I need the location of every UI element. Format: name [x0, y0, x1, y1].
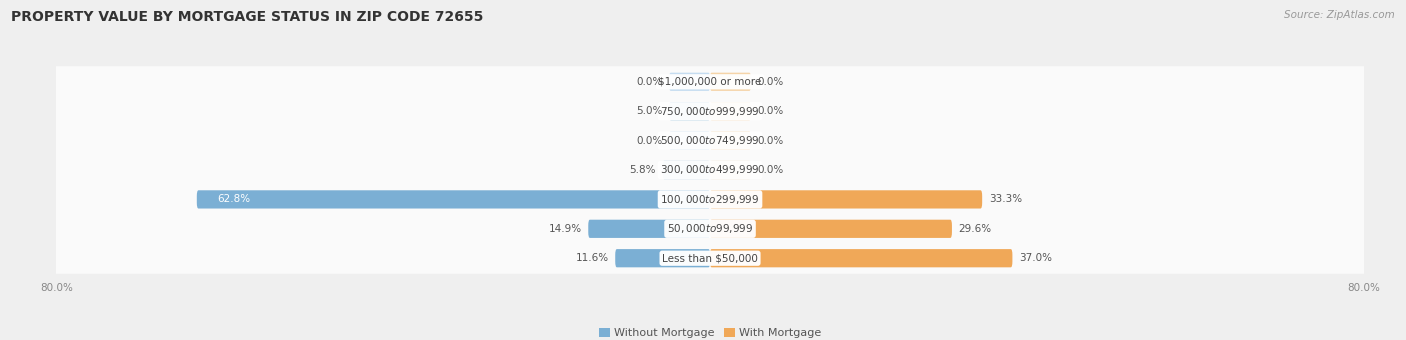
Text: 62.8%: 62.8%	[218, 194, 250, 204]
FancyBboxPatch shape	[52, 96, 1368, 127]
FancyBboxPatch shape	[669, 132, 710, 150]
FancyBboxPatch shape	[588, 220, 710, 238]
Text: 5.0%: 5.0%	[637, 106, 662, 116]
Text: $500,000 to $749,999: $500,000 to $749,999	[661, 134, 759, 147]
FancyBboxPatch shape	[710, 190, 983, 208]
Text: 33.3%: 33.3%	[988, 194, 1022, 204]
FancyBboxPatch shape	[197, 190, 710, 208]
Text: 11.6%: 11.6%	[575, 253, 609, 263]
Text: 37.0%: 37.0%	[1019, 253, 1052, 263]
FancyBboxPatch shape	[710, 220, 952, 238]
FancyBboxPatch shape	[710, 249, 1012, 267]
FancyBboxPatch shape	[616, 249, 710, 267]
Text: $750,000 to $999,999: $750,000 to $999,999	[661, 105, 759, 118]
FancyBboxPatch shape	[710, 102, 751, 120]
Legend: Without Mortgage, With Mortgage: Without Mortgage, With Mortgage	[595, 324, 825, 340]
Text: 0.0%: 0.0%	[637, 77, 662, 87]
Text: $100,000 to $299,999: $100,000 to $299,999	[661, 193, 759, 206]
Text: $1,000,000 or more: $1,000,000 or more	[658, 77, 762, 87]
FancyBboxPatch shape	[710, 161, 751, 179]
FancyBboxPatch shape	[669, 73, 710, 91]
FancyBboxPatch shape	[662, 161, 710, 179]
FancyBboxPatch shape	[52, 125, 1368, 156]
FancyBboxPatch shape	[52, 213, 1368, 244]
FancyBboxPatch shape	[52, 66, 1368, 97]
Text: Source: ZipAtlas.com: Source: ZipAtlas.com	[1284, 10, 1395, 20]
Text: Less than $50,000: Less than $50,000	[662, 253, 758, 263]
FancyBboxPatch shape	[52, 154, 1368, 186]
Text: PROPERTY VALUE BY MORTGAGE STATUS IN ZIP CODE 72655: PROPERTY VALUE BY MORTGAGE STATUS IN ZIP…	[11, 10, 484, 24]
Text: 0.0%: 0.0%	[758, 106, 783, 116]
FancyBboxPatch shape	[52, 243, 1368, 274]
Text: 0.0%: 0.0%	[637, 136, 662, 146]
Text: 0.0%: 0.0%	[758, 165, 783, 175]
FancyBboxPatch shape	[710, 73, 751, 91]
FancyBboxPatch shape	[710, 132, 751, 150]
Text: 29.6%: 29.6%	[959, 224, 991, 234]
FancyBboxPatch shape	[52, 184, 1368, 215]
FancyBboxPatch shape	[669, 102, 710, 120]
Text: $50,000 to $99,999: $50,000 to $99,999	[666, 222, 754, 235]
Text: 14.9%: 14.9%	[548, 224, 582, 234]
Text: 0.0%: 0.0%	[758, 77, 783, 87]
Text: 0.0%: 0.0%	[758, 136, 783, 146]
Text: 5.8%: 5.8%	[630, 165, 657, 175]
Text: $300,000 to $499,999: $300,000 to $499,999	[661, 164, 759, 176]
